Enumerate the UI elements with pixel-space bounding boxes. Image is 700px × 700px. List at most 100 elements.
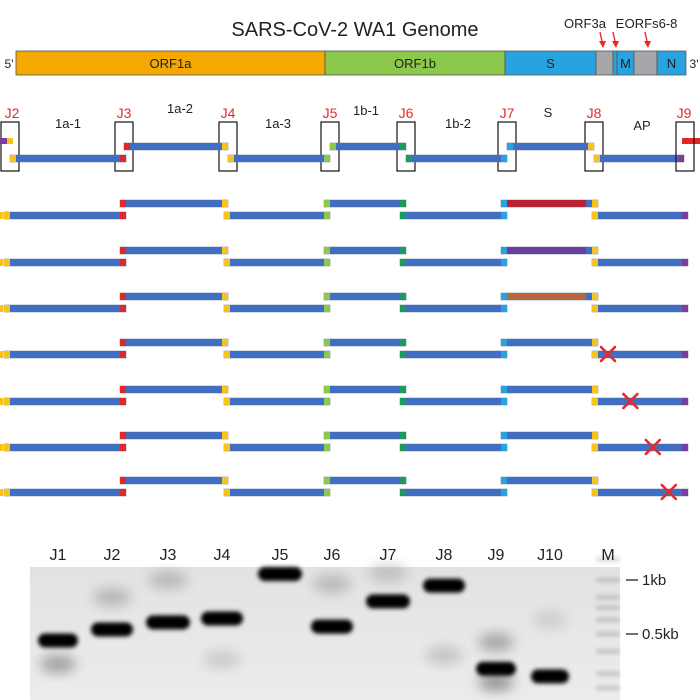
construct-cap-left (592, 351, 598, 358)
construct-bar (3, 258, 127, 267)
construct-cap-right (501, 398, 507, 405)
construct-cap-right (222, 200, 228, 207)
row-stub (0, 351, 3, 358)
fragment-bar (9, 154, 127, 163)
construct-cap-right (324, 305, 330, 312)
construct-cap-left (120, 386, 126, 393)
construct-bar (500, 338, 599, 347)
construct-cap-right (682, 212, 688, 219)
callout-arrowhead (644, 41, 651, 48)
construct-row (0, 338, 689, 363)
genome-segment (633, 50, 658, 76)
deletion-x-mark (644, 438, 662, 456)
construct-cap-right (592, 293, 598, 300)
construct-cap-left (324, 200, 330, 207)
construct-cap-left (501, 477, 507, 484)
fragment-cap-left (10, 155, 16, 162)
fragment-cap-right (400, 143, 406, 150)
genome-segment-label: S (546, 56, 555, 71)
construct-cap-right (120, 489, 126, 496)
construct-bar (399, 443, 508, 452)
fragment-label: 1a-1 (55, 116, 81, 131)
construct-cap-right (682, 259, 688, 266)
construct-cap-left (120, 432, 126, 439)
construct-cap-right (222, 477, 228, 484)
gel-smear (478, 633, 514, 652)
construct-cap-right (592, 386, 598, 393)
construct-cap-right (120, 212, 126, 219)
construct-cap-left (4, 398, 10, 405)
construct-bar (591, 443, 689, 452)
gel-smear (425, 646, 463, 665)
construct-row (0, 385, 689, 410)
gel-band (38, 633, 78, 648)
row-stub (0, 489, 3, 496)
construct-cap-right (501, 305, 507, 312)
construct-bar (3, 397, 127, 406)
row-stub (0, 259, 3, 266)
construct-cap-left (501, 247, 507, 254)
construct-cap-left (592, 489, 598, 496)
construct-cap-left (501, 200, 507, 207)
construct-cap-right (400, 386, 406, 393)
construct-bar (399, 350, 508, 359)
fragment-bar (593, 154, 685, 163)
gel-lane-label: J3 (160, 547, 177, 564)
construct-bar (399, 397, 508, 406)
construct-cap-left (400, 351, 406, 358)
construct-cap-left (324, 386, 330, 393)
construct-cap-left (4, 351, 10, 358)
construct-cap-left (501, 293, 507, 300)
gel-lane-label: J4 (214, 547, 231, 564)
fragment-cap-left (406, 155, 412, 162)
junction-map: J2 J3 J4 J5 J6 J7 J8 J9 1a-1 1a-2 1a-3 1b-1 1b-2 S AP (0, 101, 700, 172)
construct-cap-right (120, 398, 126, 405)
construct-cap-left (4, 259, 10, 266)
construct-bar (119, 476, 229, 485)
construct-bar (399, 304, 508, 313)
marker-label: 0.5kb (642, 626, 679, 643)
construct-cap-left (400, 398, 406, 405)
gel-band (476, 661, 516, 676)
genome-segment (595, 50, 614, 76)
construct-cap-right (592, 477, 598, 484)
construct-bar (119, 338, 229, 347)
construct-bar (119, 292, 229, 301)
construct-cap-right (400, 247, 406, 254)
construct-cap-left (592, 305, 598, 312)
construct-cap-left (120, 293, 126, 300)
fragment-bar (506, 142, 595, 151)
construct-cap-left (592, 398, 598, 405)
construct-bar (323, 338, 407, 347)
construct-bar (323, 431, 407, 440)
construct-cap-left (120, 339, 126, 346)
junction-label: J6 (399, 105, 414, 121)
construct-cap-right (682, 489, 688, 496)
construct-cap-right (682, 305, 688, 312)
construct-cap-right (120, 444, 126, 451)
construct-cap-right (222, 432, 228, 439)
gel-lane-label: J9 (488, 547, 505, 564)
construct-cap-right (120, 259, 126, 266)
junction-label: J2 (5, 105, 20, 121)
gel-lane-label: J1 (50, 547, 67, 564)
junction-label: J7 (500, 105, 515, 121)
gel-band (258, 567, 302, 582)
construct-bar (223, 443, 331, 452)
ladder-band (596, 671, 620, 676)
gel-lane-label: J10 (537, 547, 563, 564)
genome-map: ORF1a ORF1b S M N 5' 3' ORF3a E ORFs6-8 (5, 16, 698, 76)
construct-bar (591, 211, 689, 220)
junction-label: J9 (677, 105, 692, 121)
fragment-cap-right (222, 143, 228, 150)
fragment-bar (123, 142, 229, 151)
construct-cap-right (120, 305, 126, 312)
gel-smear (93, 588, 131, 607)
junction-box (0, 121, 20, 172)
construct-cap-right (592, 432, 598, 439)
callout-label: E (616, 16, 625, 31)
genome-segment (324, 50, 506, 76)
construct-bar (323, 292, 407, 301)
fragment-bar (227, 154, 331, 163)
callout-label: ORF3a (564, 16, 607, 31)
